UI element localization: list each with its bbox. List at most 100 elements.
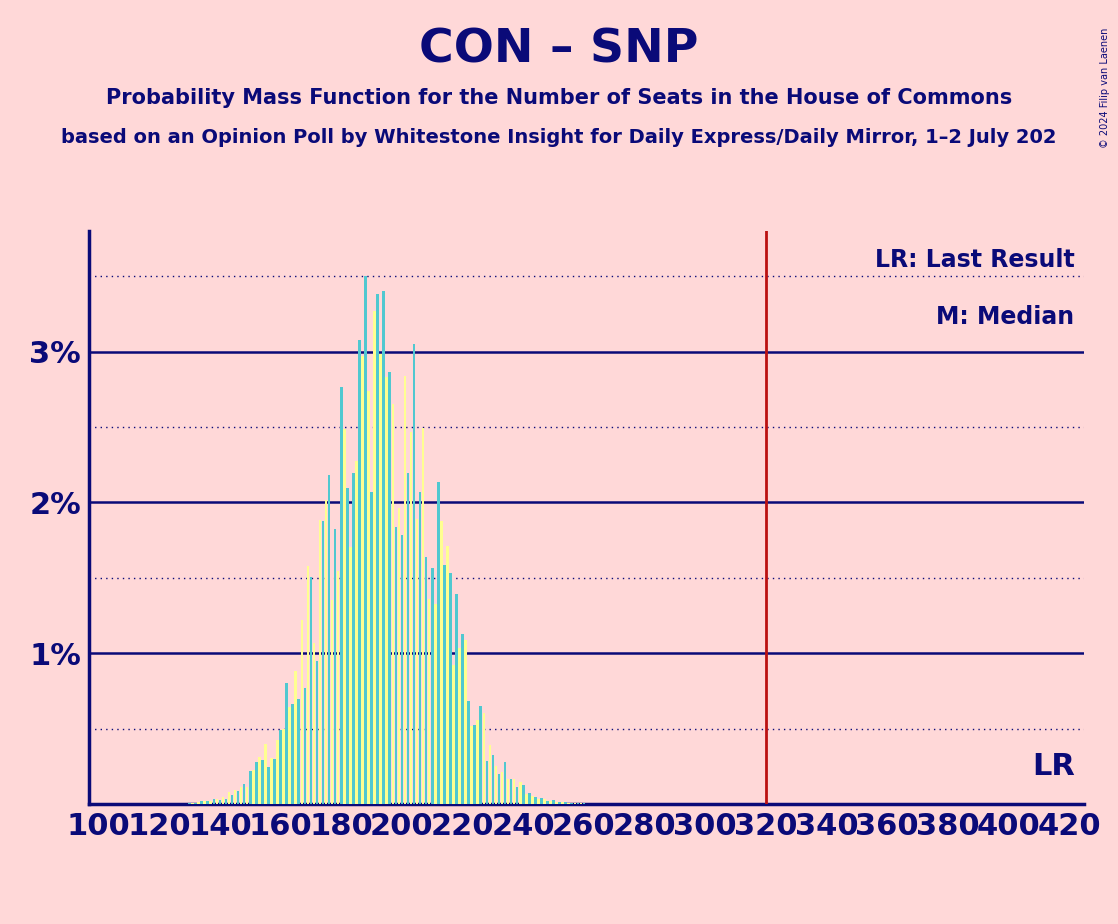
Bar	[280, 730, 282, 804]
Bar	[361, 357, 363, 804]
Bar	[467, 701, 470, 804]
Bar	[283, 729, 285, 804]
Bar	[395, 527, 397, 804]
Bar	[364, 276, 367, 804]
Bar	[301, 620, 303, 804]
Bar	[198, 802, 200, 804]
Bar	[480, 706, 482, 804]
Bar	[382, 291, 385, 804]
Bar	[561, 802, 563, 804]
Bar	[285, 684, 288, 804]
Bar	[515, 786, 519, 804]
Bar	[294, 672, 297, 804]
Bar	[528, 794, 531, 804]
Bar	[262, 760, 264, 804]
Text: based on an Opinion Poll by Whitestone Insight for Daily Express/Daily Mirror, 1: based on an Opinion Poll by Whitestone I…	[61, 128, 1057, 147]
Bar	[416, 519, 418, 804]
Bar	[537, 799, 540, 804]
Bar	[221, 797, 225, 804]
Bar	[331, 600, 333, 804]
Bar	[358, 339, 361, 804]
Bar	[386, 377, 388, 804]
Bar	[343, 429, 345, 804]
Bar	[501, 772, 503, 804]
Bar	[421, 428, 425, 804]
Bar	[430, 568, 434, 804]
Bar	[288, 707, 291, 804]
Bar	[234, 790, 236, 804]
Bar	[455, 594, 457, 804]
Bar	[345, 488, 349, 804]
Bar	[322, 521, 324, 804]
Bar	[510, 779, 512, 804]
Bar	[434, 604, 436, 804]
Bar	[534, 797, 537, 804]
Bar	[407, 472, 409, 804]
Bar	[228, 792, 230, 804]
Bar	[565, 802, 567, 804]
Bar	[246, 787, 248, 804]
Bar	[306, 566, 310, 804]
Bar	[458, 648, 461, 804]
Bar	[230, 795, 234, 804]
Bar	[446, 546, 448, 804]
Bar	[388, 371, 391, 804]
Bar	[243, 784, 246, 804]
Bar	[568, 803, 570, 804]
Bar	[391, 405, 394, 804]
Bar	[225, 798, 227, 804]
Bar	[552, 800, 555, 804]
Bar	[264, 744, 267, 804]
Bar	[324, 500, 328, 804]
Bar	[437, 482, 439, 804]
Bar	[494, 766, 498, 804]
Text: LR: LR	[1033, 752, 1076, 782]
Bar	[240, 787, 243, 804]
Bar	[400, 535, 404, 804]
Bar	[464, 639, 467, 804]
Bar	[212, 799, 215, 804]
Bar	[471, 725, 473, 804]
Bar	[452, 665, 455, 804]
Bar	[267, 767, 269, 804]
Text: Probability Mass Function for the Number of Seats in the House of Commons: Probability Mass Function for the Number…	[106, 88, 1012, 108]
Bar	[531, 796, 533, 804]
Bar	[440, 521, 443, 804]
Bar	[219, 800, 221, 804]
Bar	[273, 760, 276, 804]
Bar	[258, 758, 260, 804]
Text: © 2024 Filip van Laenen: © 2024 Filip van Laenen	[1100, 28, 1110, 148]
Bar	[373, 311, 376, 804]
Bar	[313, 642, 315, 804]
Bar	[310, 577, 312, 804]
Bar	[315, 661, 319, 804]
Bar	[209, 801, 212, 804]
Bar	[237, 792, 239, 804]
Bar	[570, 803, 574, 804]
Bar	[370, 492, 373, 804]
Bar	[558, 802, 561, 804]
Text: M: Median: M: Median	[937, 306, 1074, 330]
Bar	[506, 779, 510, 804]
Bar	[352, 473, 354, 804]
Bar	[513, 779, 515, 804]
Text: LR: Last Result: LR: Last Result	[874, 249, 1074, 273]
Bar	[409, 432, 413, 804]
Bar	[297, 699, 300, 804]
Bar	[379, 354, 382, 804]
Bar	[498, 773, 500, 804]
Bar	[292, 704, 294, 804]
Bar	[419, 492, 421, 804]
Bar	[540, 797, 542, 804]
Bar	[377, 295, 379, 804]
Bar	[195, 803, 197, 804]
Bar	[271, 758, 273, 804]
Bar	[255, 761, 257, 804]
Text: CON – SNP: CON – SNP	[419, 28, 699, 73]
Bar	[276, 740, 278, 804]
Bar	[547, 801, 549, 804]
Bar	[319, 520, 321, 804]
Bar	[216, 799, 218, 804]
Bar	[404, 376, 406, 804]
Bar	[556, 802, 558, 804]
